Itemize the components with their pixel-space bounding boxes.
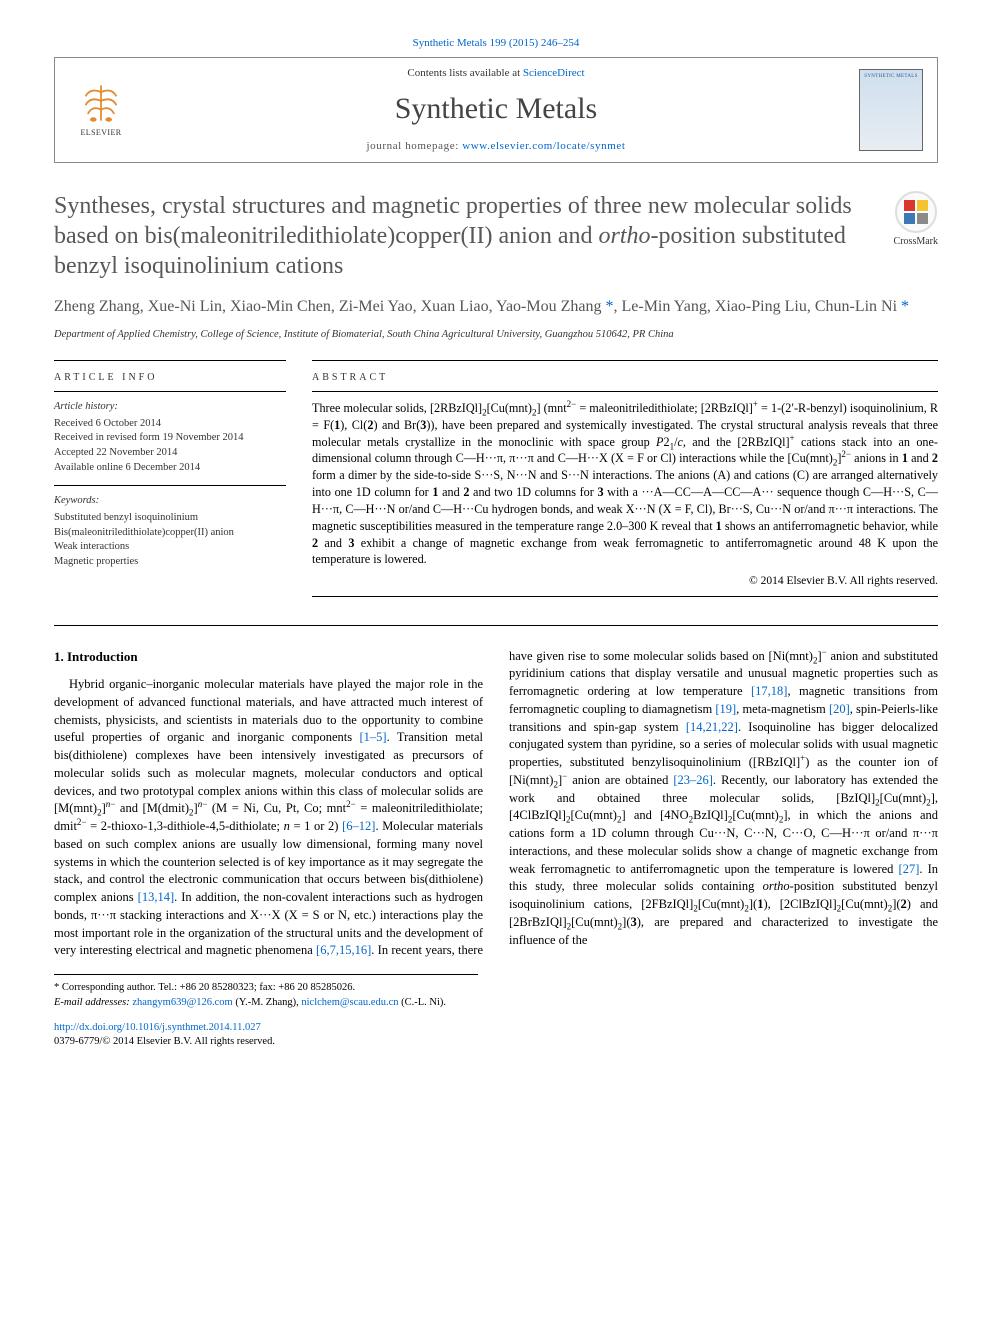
journal-header: ELSEVIER Contents lists available at Sci… (54, 57, 938, 163)
authors: Zheng Zhang, Xue-Ni Lin, Xiao-Min Chen, … (54, 295, 938, 318)
elsevier-label: ELSEVIER (81, 128, 122, 139)
corresponding-author: * Corresponding author. Tel.: +86 20 852… (54, 981, 478, 996)
doi-block: http://dx.doi.org/10.1016/j.synthmet.201… (54, 1021, 938, 1049)
journal-cover-thumb: SYNTHETIC METALS (859, 69, 923, 151)
homepage-prefix: journal homepage: (366, 140, 462, 152)
keyword: Weak interactions (54, 540, 286, 555)
elsevier-logo: ELSEVIER (69, 74, 133, 146)
keywords-head: Keywords: (54, 494, 286, 509)
history-received: Received 6 October 2014 (54, 417, 286, 432)
article-title: Syntheses, crystal structures and magnet… (54, 191, 874, 281)
keyword: Magnetic properties (54, 555, 286, 570)
email-label: E-mail addresses: (54, 997, 132, 1008)
abstract-copyright: © 2014 Elsevier B.V. All rights reserved… (312, 574, 938, 590)
history-revised: Received in revised form 19 November 201… (54, 431, 286, 446)
crossmark-icon (902, 198, 930, 226)
abstract-column: ABSTRACT Three molecular solids, [2RBzIQ… (312, 360, 938, 596)
intro-body: Hybrid organic–inorganic molecular mater… (54, 648, 938, 960)
issn-line: 0379-6779/© 2014 Elsevier B.V. All right… (54, 1036, 275, 1047)
sciencedirect-link[interactable]: ScienceDirect (523, 67, 585, 79)
email-who-2: (C.-L. Ni). (399, 997, 447, 1008)
keyword: Bis(maleonitriledithiolate)copper(II) an… (54, 526, 286, 541)
elsevier-tree-icon (79, 81, 123, 125)
abstract-body: Three molecular solids, [2RBzIQl]2[Cu(mn… (312, 392, 938, 568)
journal-name: Synthetic Metals (133, 89, 859, 130)
email-who-1: (Y.-M. Zhang), (233, 997, 302, 1008)
doi-link[interactable]: http://dx.doi.org/10.1016/j.synthmet.201… (54, 1022, 261, 1033)
abstract-head: ABSTRACT (312, 361, 938, 391)
email-link-1[interactable]: zhangym639@126.com (132, 997, 232, 1008)
history-head: Article history: (54, 400, 286, 415)
history-accepted: Accepted 22 November 2014 (54, 446, 286, 461)
email-line: E-mail addresses: zhangym639@126.com (Y.… (54, 996, 478, 1011)
intro-heading: 1. Introduction (54, 648, 483, 666)
article-info-column: ARTICLE INFO Article history: Received 6… (54, 360, 286, 596)
crossmark-badge[interactable]: CrossMark (894, 191, 938, 249)
article-info-head: ARTICLE INFO (54, 361, 286, 391)
journal-reference: Synthetic Metals 199 (2015) 246–254 (54, 36, 938, 51)
history-online: Available online 6 December 2014 (54, 461, 286, 476)
email-link-2[interactable]: niclchem@scau.edu.cn (301, 997, 398, 1008)
homepage-line: journal homepage: www.elsevier.com/locat… (133, 139, 859, 154)
contents-line: Contents lists available at ScienceDirec… (133, 66, 859, 81)
cover-thumb-label: SYNTHETIC METALS (864, 74, 917, 81)
body-columns: 1. Introduction Hybrid organic–inorganic… (54, 648, 938, 960)
crossmark-label: CrossMark (894, 235, 938, 249)
contents-prefix: Contents lists available at (407, 67, 522, 79)
footnotes: * Corresponding author. Tel.: +86 20 852… (54, 974, 478, 1010)
homepage-link[interactable]: www.elsevier.com/locate/synmet (462, 140, 625, 152)
keyword: Substituted benzyl isoquinolinium (54, 511, 286, 526)
affiliation: Department of Applied Chemistry, College… (54, 328, 938, 342)
